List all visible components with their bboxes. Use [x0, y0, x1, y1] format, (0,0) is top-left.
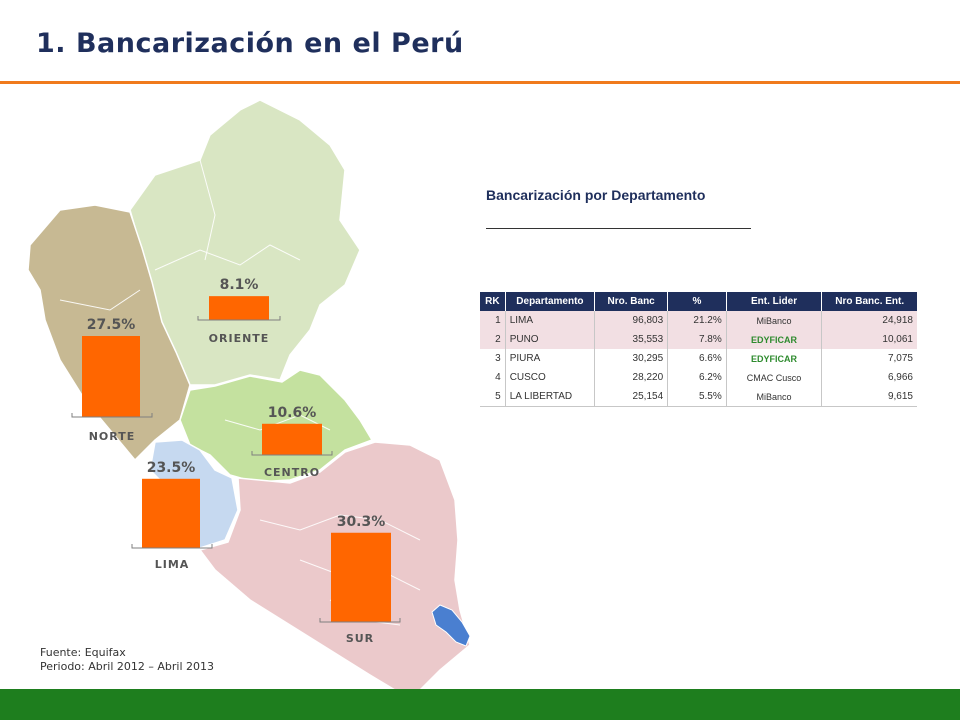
region-label-centro: CENTRO: [264, 466, 320, 479]
col-header-departamento: Departamento: [505, 292, 596, 311]
col-header-percent: %: [667, 292, 727, 311]
bar-value-label-sur: 30.3%: [337, 514, 386, 530]
footer-bar: [0, 689, 960, 720]
region-label-sur: SUR: [346, 632, 374, 645]
cell-departamento: CUSCO: [505, 368, 596, 387]
cell-percent: 6.2%: [667, 368, 727, 387]
lake-titicaca: [431, 604, 471, 647]
region-label-norte: NORTE: [89, 430, 136, 443]
table-header-row: RK Departamento Nro. Banc % Ent. Lider N…: [480, 292, 917, 311]
col-header-nro-banc-ent: Nro Banc. Ent.: [821, 292, 917, 311]
cell-ent-lider: CMAC Cusco: [726, 368, 823, 387]
cell-percent: 21.2%: [667, 311, 727, 330]
cell-nro-banc-ent: 7,075: [887, 353, 913, 364]
bar-norte: [82, 336, 140, 417]
table-row: 2 PUNO 35,553 7.8% EDYFICAR 10,061: [480, 330, 917, 349]
cell-nro-banc: 28,220: [594, 368, 669, 387]
cell-nro-banc: 30,295: [594, 349, 669, 368]
bar-axis-centro: [251, 451, 333, 456]
cell-departamento: PIURA: [505, 349, 596, 368]
cell-nro-banc: 35,553: [594, 330, 669, 349]
table-row: 1 LIMA 96,803 21.2% MiBanco 24,918: [480, 311, 917, 330]
cell-rk: 1: [480, 311, 506, 330]
department-ranking-table: RK Departamento Nro. Banc % Ent. Lider N…: [480, 292, 917, 407]
bar-group-centro: 10.6% CENTRO: [251, 405, 333, 479]
period-line: Periodo: Abril 2012 – Abril 2013: [40, 660, 214, 673]
page-title: 1. Bancarización en el Perú: [36, 28, 464, 59]
bar-group-sur: 30.3% SUR: [319, 514, 401, 645]
cell-ent-lider: MiBanco: [726, 311, 823, 330]
bar-lima: [142, 478, 200, 548]
bar-group-norte: 27.5% NORTE: [71, 317, 153, 443]
cell-nro-banc-ent: 10,061: [882, 334, 913, 345]
cell-rk: 4: [480, 368, 506, 387]
bar-value-label-lima: 23.5%: [147, 460, 196, 476]
source-note: Fuente: Equifax Periodo: Abril 2012 – Ab…: [40, 646, 214, 674]
bar-group-lima: 23.5% LIMA: [131, 460, 213, 571]
bar-group-oriente: 8.1% ORIENTE: [197, 277, 281, 345]
cell-ent-lider: EDYFICAR: [726, 349, 823, 368]
bar-axis-oriente: [197, 316, 281, 321]
cell-rk: 3: [480, 349, 506, 368]
cell-rk: 2: [480, 330, 506, 349]
bar-value-label-norte: 27.5%: [87, 317, 136, 333]
region-label-oriente: ORIENTE: [209, 332, 270, 345]
cell-nro-banc: 96,803: [594, 311, 669, 330]
bar-oriente: [209, 296, 269, 320]
cell-nro-banc-ent: 24,918: [882, 315, 913, 326]
bar-axis-lima: [131, 544, 213, 549]
bar-axis-sur: [319, 618, 401, 623]
table-row: 3 PIURA 30,295 6.6% EDYFICAR 7,075: [480, 349, 917, 368]
col-header-nro-banc: Nro. Banc: [594, 292, 669, 311]
cell-departamento: PUNO: [505, 330, 596, 349]
table-title: Bancarización por Departamento: [486, 187, 706, 203]
source-line: Fuente: Equifax: [40, 646, 126, 659]
bar-sur: [331, 532, 391, 622]
cell-nro-banc: 25,154: [594, 387, 669, 407]
region-label-lima: LIMA: [155, 558, 190, 571]
cell-nro-banc-ent: 6,966: [887, 372, 913, 383]
cell-rk: 5: [480, 387, 506, 407]
bar-value-label-centro: 10.6%: [268, 405, 317, 421]
table-title-underline: [486, 228, 751, 229]
bar-axis-norte: [71, 413, 153, 418]
col-header-ent-lider: Ent. Lider: [726, 292, 823, 311]
col-header-rk: RK: [480, 292, 506, 311]
cell-percent: 5.5%: [667, 387, 727, 407]
bar-centro: [262, 423, 322, 455]
table-row: 5 LA LIBERTAD 25,154 5.5% MiBanco 9,615: [480, 387, 917, 407]
title-divider: [0, 81, 960, 84]
cell-departamento: LIMA: [505, 311, 596, 330]
cell-ent-lider: MiBanco: [726, 387, 823, 407]
cell-departamento: LA LIBERTAD: [505, 387, 596, 407]
cell-percent: 7.8%: [667, 330, 727, 349]
table-row: 4 CUSCO 28,220 6.2% CMAC Cusco 6,966: [480, 368, 917, 387]
bar-value-label-oriente: 8.1%: [220, 277, 259, 293]
cell-ent-lider: EDYFICAR: [726, 330, 823, 349]
cell-nro-banc-ent: 9,615: [821, 387, 917, 407]
cell-percent: 6.6%: [667, 349, 727, 368]
